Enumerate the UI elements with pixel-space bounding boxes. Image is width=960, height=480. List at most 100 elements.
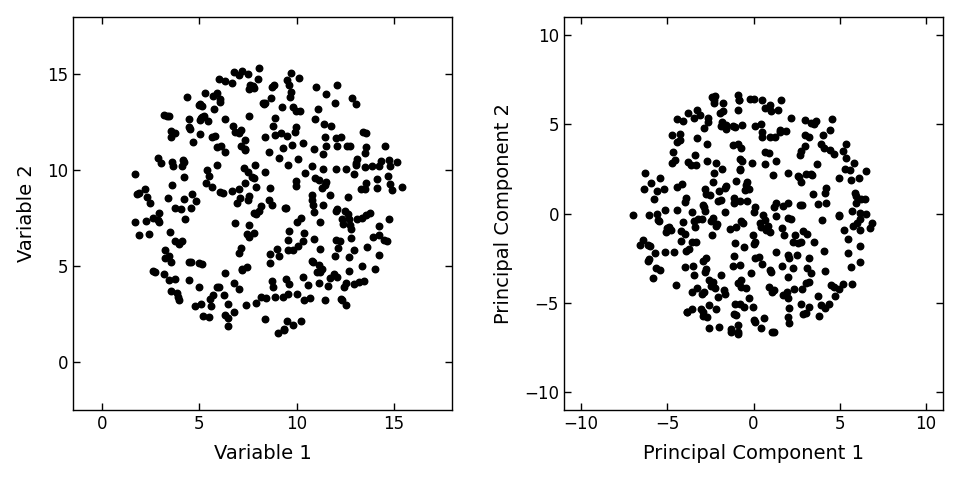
Point [184,190,200,198]
Point [857,195,873,203]
Point [237,136,252,144]
Point [781,304,797,312]
Point [156,111,172,119]
Point [736,303,752,311]
Point [307,115,323,122]
Point [257,168,273,176]
Point [698,268,713,276]
Point [693,306,708,313]
Point [762,133,778,141]
Point [708,93,723,100]
Point [768,212,783,220]
Point [347,246,362,254]
Point [852,242,868,250]
Point [312,245,327,252]
Point [297,229,312,237]
Point [328,134,344,142]
Point [319,178,334,186]
Point [678,198,693,205]
Point [643,179,659,186]
Point [287,128,302,136]
Point [831,212,847,219]
Point [745,231,760,239]
Point [704,282,719,289]
Point [344,235,359,242]
Point [288,123,303,131]
Point [302,294,318,302]
Point [713,196,729,204]
Point [384,186,399,194]
Point [281,81,297,89]
Point [261,196,276,204]
Point [211,75,227,83]
Point [782,215,798,223]
Point [354,215,370,222]
Point [279,132,295,140]
Point [692,111,708,119]
Point [333,133,348,141]
Point [653,174,668,182]
Point [218,148,233,156]
Point [237,180,252,187]
Point [852,215,868,223]
Point [666,148,682,156]
Point [760,223,776,230]
Point [272,252,287,260]
Point [192,130,207,137]
Point [633,241,648,249]
Point [358,180,373,187]
Point [699,141,714,148]
Point [359,243,374,251]
Point [200,118,215,125]
Point [706,214,721,222]
Point [674,238,689,245]
Point [204,183,219,191]
Point [280,290,296,298]
Point [841,235,856,243]
Point [675,218,690,226]
Point [183,258,199,265]
Point [723,328,738,336]
Point [304,191,320,199]
Point [264,202,279,209]
Point [781,319,797,326]
Point [213,142,228,150]
Point [306,145,322,153]
Point [191,259,206,267]
Point [130,190,145,198]
Point [328,236,344,243]
Point [281,280,297,288]
Point [256,100,272,108]
Point [162,228,178,236]
Point [178,215,193,223]
Point [339,143,354,150]
Point [729,177,744,185]
Point [206,105,222,113]
Point [676,118,691,125]
Point [300,281,315,289]
Point [372,231,387,239]
Point [185,138,201,146]
Point [307,174,323,182]
Point [837,165,852,173]
Point [688,161,704,169]
Point [377,143,393,150]
Point [163,259,179,266]
Point [702,276,717,284]
Point [681,158,696,166]
Point [800,264,815,272]
Point [805,239,821,246]
Point [681,109,696,117]
Point [327,99,343,107]
Point [809,160,825,168]
Point [242,113,257,120]
Point [819,184,834,192]
Point [747,316,762,324]
Point [683,161,698,169]
Point [763,268,779,276]
Point [805,120,821,128]
Y-axis label: Variable 2: Variable 2 [16,165,36,263]
Point [218,269,233,277]
Point [813,301,828,309]
Point [338,165,353,173]
